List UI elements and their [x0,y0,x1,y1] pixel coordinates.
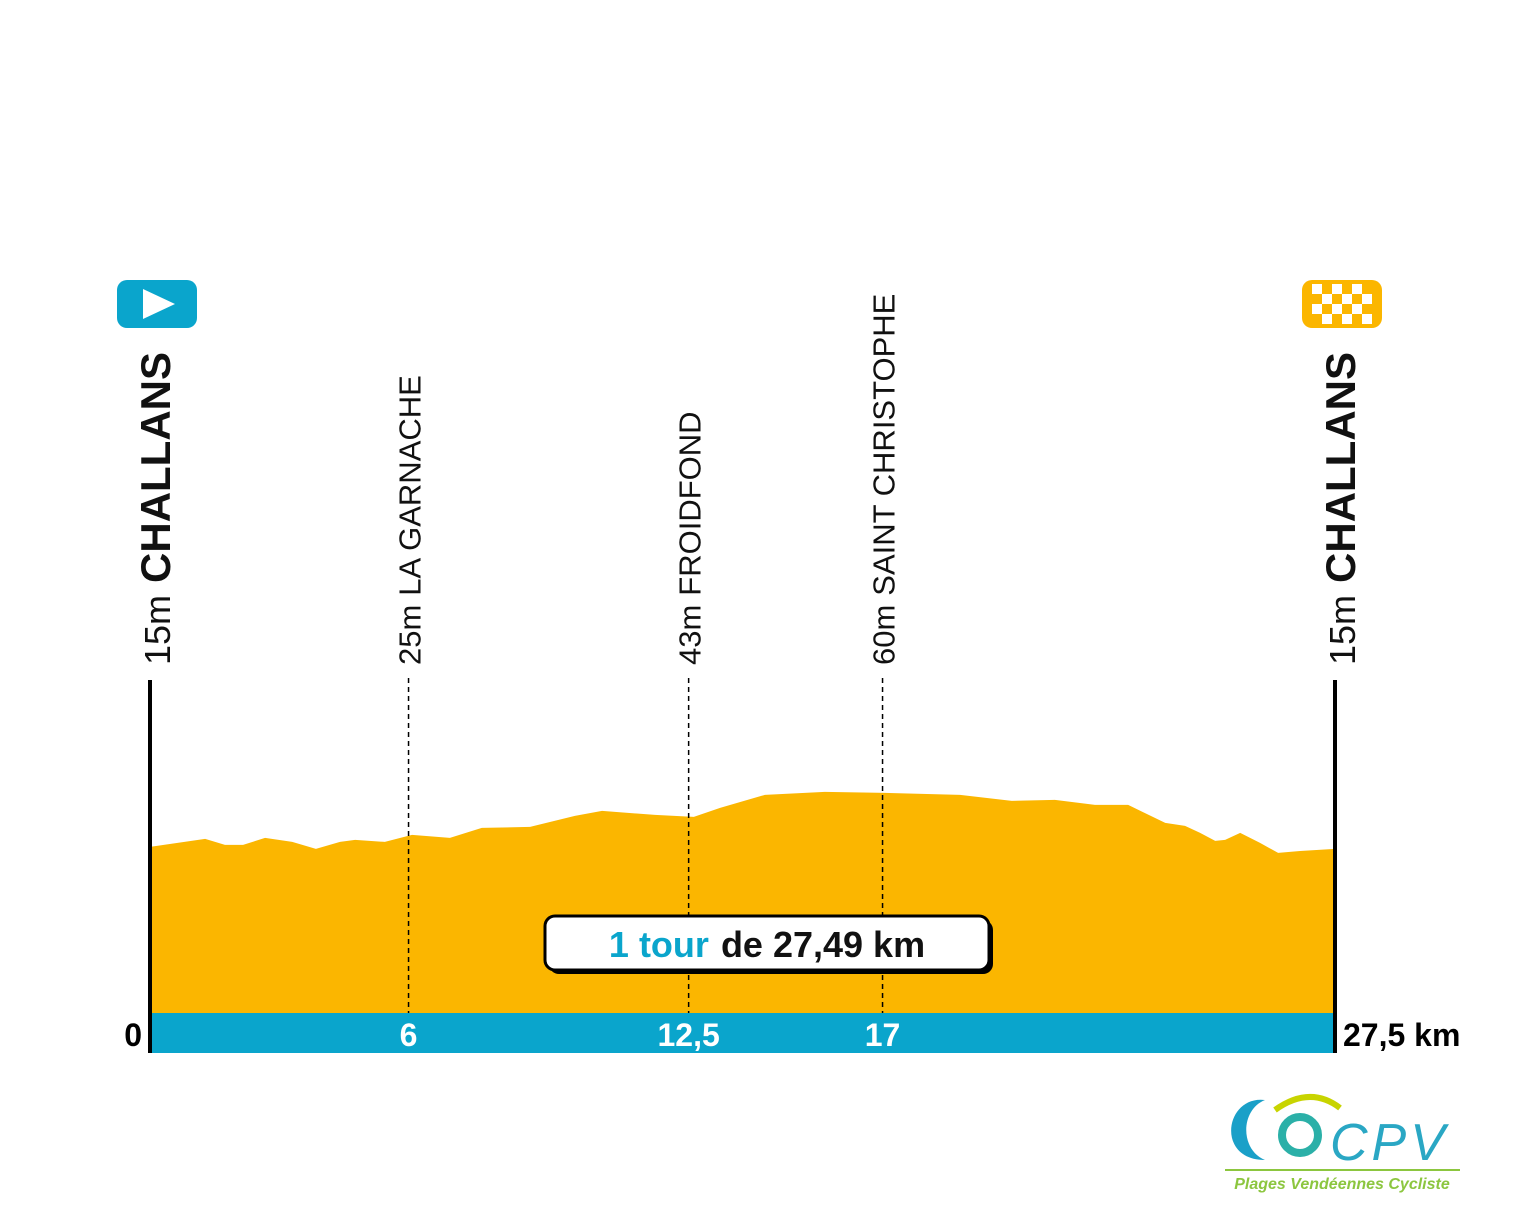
km-label: 0 [124,1017,142,1053]
distance-note: 1 tour de 27,49 km [609,924,925,965]
waypoint-elevation: 15m [137,595,178,665]
waypoint-elevation: 15m [1322,595,1363,665]
waypoint-elevation: 25m [393,605,428,665]
start-icon [117,280,197,328]
waypoint-label: 60m SAINT CHRISTOPHE [867,294,902,665]
logo-tagline: Plages Vendéennes Cycliste [1234,1176,1450,1193]
waypoint-name: CHALLANS [1317,352,1364,583]
km-label: 12,5 [657,1017,719,1053]
km-label: 6 [400,1017,418,1053]
waypoint-label: 15m CHALLANS [1317,352,1364,665]
note-highlight: 1 tour [609,924,709,965]
waypoint-label: 15m CHALLANS [132,352,179,665]
km-label: 27,5 km [1343,1017,1460,1053]
waypoint-elevation: 43m [673,605,708,665]
logo-letters: CPV [1330,1114,1449,1172]
waypoint-name: SAINT CHRISTOPHE [867,294,902,596]
waypoint-name: LA GARNACHE [393,375,428,596]
note-text: de 27,49 km [721,924,925,965]
elevation-area [150,791,1335,1013]
waypoint-label: 25m LA GARNACHE [393,375,428,665]
note-box [543,914,991,972]
waypoint-elevation: 60m [867,605,902,665]
waypoint-name: CHALLANS [132,352,179,583]
distance-bar [150,1013,1335,1053]
logo: CPV Plages Vendéennes Cycliste [1225,1094,1460,1193]
waypoint-label: 43m FROIDFOND [673,411,708,665]
km-label: 17 [865,1017,901,1053]
finish-icon [1302,280,1382,328]
waypoint-name: FROIDFOND [673,411,708,595]
